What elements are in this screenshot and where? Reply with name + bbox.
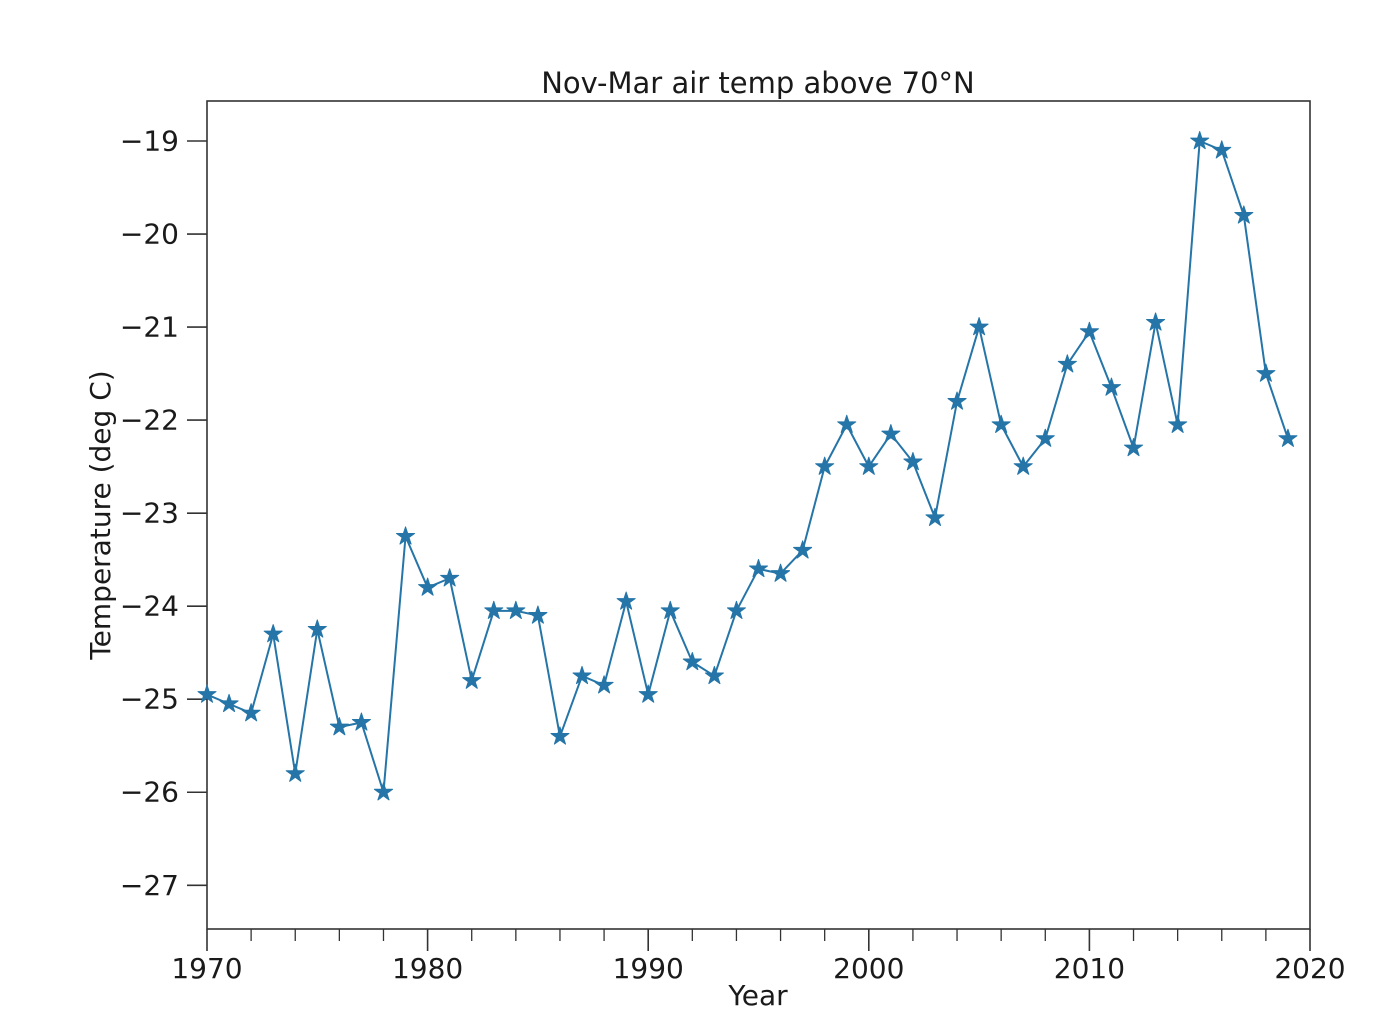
data-point-marker [748,558,769,578]
data-point-marker [373,782,394,801]
data-point-marker [1013,456,1033,475]
data-point-marker [1101,377,1121,396]
data-point-marker [506,600,526,620]
data-point-marker [1123,438,1144,457]
plot-area-border [206,100,1311,930]
data-point-marker [1190,131,1210,150]
data-point-marker [285,763,305,782]
temperature-line-series [206,140,1289,794]
data-point-marker [1278,428,1298,447]
x-tick-label: 2020 [1274,952,1345,985]
data-point-marker [1146,312,1166,331]
x-tick-label: 2010 [1054,952,1125,985]
x-tick-label: 1990 [613,952,684,985]
data-point-marker [396,526,416,545]
data-point-marker [1212,140,1232,159]
axes-group: −19 −20 −21 −22 −23 −24 −25 −26 −27 1970 1980 1990 2… [120,100,1346,985]
x-axis-label: Year [727,979,788,1012]
data-point-marker [1079,321,1099,340]
data-point-marker [925,507,945,526]
data-point-marker [616,591,636,610]
data-point-marker [837,414,857,433]
data-point-marker [704,665,724,685]
data-point-marker [638,684,658,703]
data-point-marker [969,317,989,336]
data-point-marker [859,456,879,475]
data-point-marker [1057,354,1077,373]
data-point-marker [726,600,746,620]
x-tick-label: 1980 [392,952,463,985]
x-tick-label: 2000 [833,952,904,985]
data-point-marker [307,619,327,638]
series-group [197,131,1298,801]
y-tick-label: −25 [120,683,179,716]
y-tick-label: −21 [120,311,179,344]
y-tick-label: −19 [120,125,179,158]
y-tick-label: −27 [120,869,179,902]
data-point-marker [903,451,923,471]
data-point-marker [947,391,967,410]
data-point-marker [1035,428,1055,447]
data-point-marker [329,717,349,736]
data-point-marker [440,568,460,587]
data-point-marker [572,665,592,685]
y-tick-label: −22 [120,404,179,437]
data-point-marker [991,414,1011,433]
data-point-marker [793,540,813,559]
data-point-marker [1256,363,1276,382]
data-point-marker [550,726,570,745]
y-axis-label: Temperature (deg C) [84,370,117,660]
data-point-marker [815,456,835,475]
chart-title: Nov-Mar air temp above 70°N [541,66,975,100]
data-point-marker [881,424,901,443]
y-tick-label: −24 [120,590,179,623]
data-point-marker [660,600,680,620]
y-tick-label: −23 [120,497,179,530]
data-point-marker [351,712,371,731]
data-point-marker [462,670,482,689]
data-point-marker [771,563,791,582]
data-point-marker [241,703,261,722]
data-point-marker [1168,414,1188,433]
data-point-marker [1234,205,1254,224]
data-point-marker [197,684,217,703]
y-tick-label: −20 [120,218,179,251]
data-point-marker [219,693,239,713]
y-tick-label: −26 [120,776,179,809]
data-point-marker [484,600,504,620]
data-point-marker [594,675,614,694]
x-tick-label: 1970 [171,952,242,985]
data-point-marker [418,577,438,596]
data-point-marker [263,624,283,643]
data-point-marker [682,651,702,671]
data-point-marker [528,605,548,624]
